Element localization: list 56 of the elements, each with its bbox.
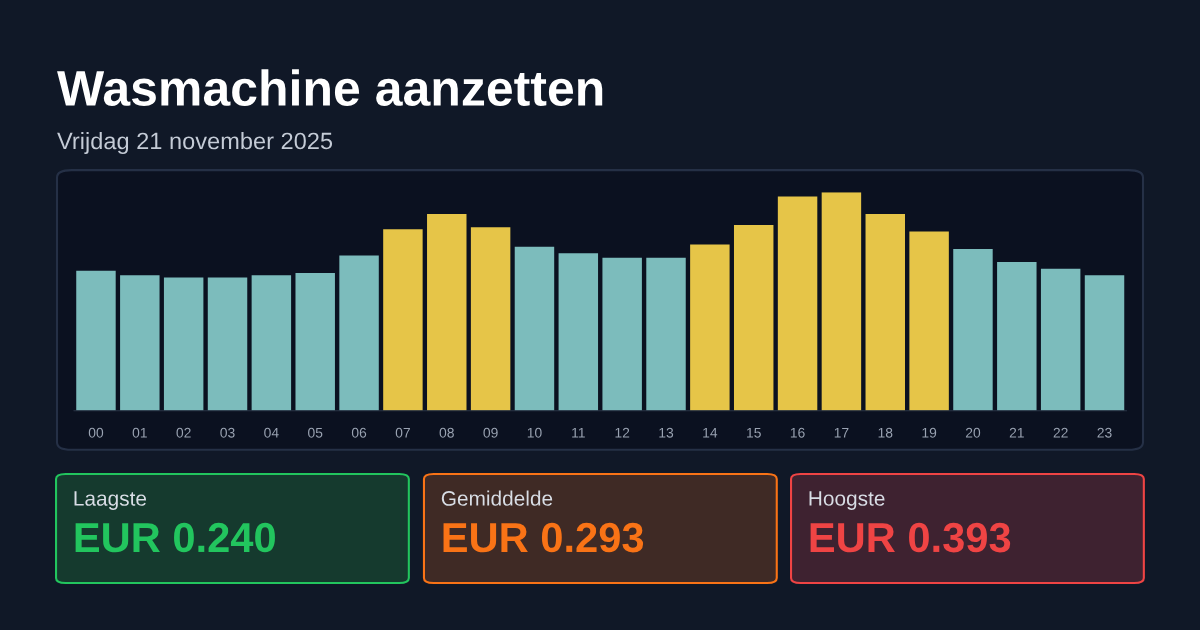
bar [427, 214, 467, 411]
x-tick-label: 06 [351, 427, 367, 438]
bar [997, 262, 1037, 411]
x-tick-label: 18 [878, 427, 893, 438]
bar [690, 244, 730, 411]
bar [207, 277, 248, 411]
x-tick-label: 14 [703, 427, 718, 438]
bar [777, 196, 818, 411]
bar [953, 248, 993, 411]
bar [295, 273, 335, 411]
x-tick-label: 10 [527, 427, 542, 438]
x-tick-label: 15 [747, 427, 761, 438]
x-tick-label: 22 [1053, 427, 1068, 438]
chart-subtitle: Vrijdag 21 november 2025 [57, 132, 333, 155]
text: Laagste [74, 491, 147, 510]
x-tick-label: 11 [572, 427, 585, 438]
bar [602, 257, 642, 411]
bar [733, 224, 774, 411]
bar [558, 253, 599, 411]
x-tick-label: 13 [659, 427, 674, 438]
x-tick-label: 04 [264, 427, 279, 438]
bar [383, 229, 423, 411]
bar [646, 257, 686, 411]
bar [470, 227, 511, 411]
text: EUR 0.393 [810, 522, 1011, 553]
bar [163, 277, 204, 411]
text: Hoogste [809, 491, 885, 510]
bar [514, 246, 555, 411]
x-tick-label: 20 [965, 427, 981, 438]
x-tick-label: 08 [439, 427, 454, 438]
x-tick-label: 23 [1097, 427, 1112, 438]
x-tick-label: 09 [483, 427, 498, 438]
x-tick-label: 07 [395, 427, 410, 438]
bar [865, 214, 905, 411]
bar [1084, 275, 1125, 411]
text: Gemiddelde [441, 490, 553, 506]
x-tick-label: 00 [88, 427, 104, 438]
chart-title: Wasmachine aanzetten [57, 69, 603, 107]
text: EUR 0.240 [75, 522, 275, 553]
x-tick-label: 17 [834, 427, 849, 438]
x-tick-label: 19 [922, 427, 937, 438]
x-tick-label: 01 [132, 427, 147, 438]
text: EUR 0.293 [443, 522, 644, 553]
bar [1040, 268, 1081, 411]
x-tick-label: 12 [615, 427, 630, 438]
bar [339, 255, 379, 411]
bar [76, 270, 116, 411]
x-tick-label: 03 [220, 427, 235, 438]
x-tick-label: 02 [176, 427, 191, 438]
x-tick-label: 16 [790, 427, 805, 438]
bar [120, 275, 160, 411]
bar [909, 231, 949, 411]
bar [821, 192, 862, 411]
x-tick-label: 21 [1009, 427, 1024, 438]
x-tick-label: 05 [308, 427, 323, 438]
bar [251, 275, 292, 411]
